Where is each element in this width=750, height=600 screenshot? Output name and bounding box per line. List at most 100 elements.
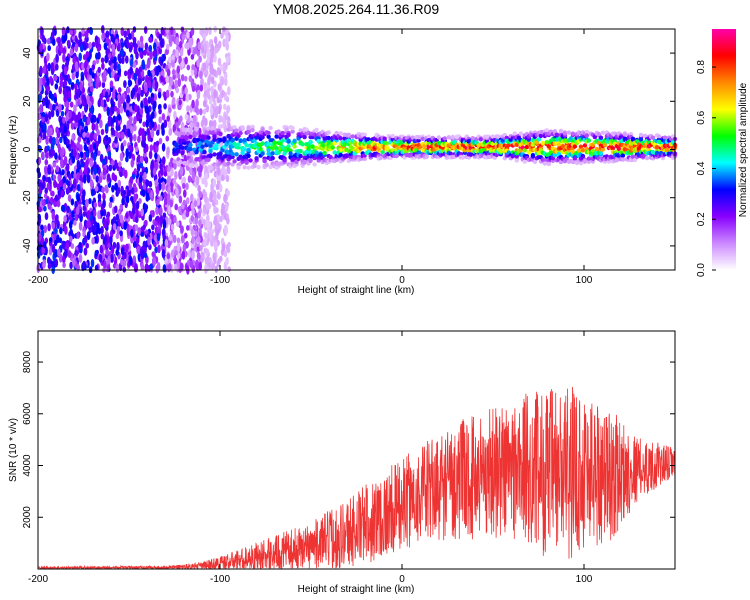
spectrogram-ridge-cell xyxy=(210,126,215,131)
spectrogram-ridge-cell xyxy=(172,159,177,164)
spectrogram-noise-cell xyxy=(69,48,74,56)
spectrogram-noise-cell xyxy=(176,237,181,244)
spectrogram-noise-cell xyxy=(193,67,198,76)
spectrogram-ridge-cell xyxy=(244,143,249,148)
spectrogram-noise-cell xyxy=(160,167,164,176)
spectrogram-noise-cell xyxy=(151,224,155,231)
spectrogram-noise-cell xyxy=(135,146,139,152)
spectrogram-xlabel: Height of straight line (km) xyxy=(298,285,415,296)
spectrogram-noise-cell xyxy=(212,178,217,188)
spectrogram-noise-cell xyxy=(47,62,51,72)
spectrogram-noise-cell xyxy=(191,250,195,260)
spectrogram-noise-cell xyxy=(111,159,115,166)
spectrogram-noise-cell xyxy=(149,50,153,60)
spectrogram-noise-cell xyxy=(76,172,80,180)
spectrogram-noise-cell xyxy=(155,140,160,147)
spectrogram-ridge-cell xyxy=(268,125,273,131)
spectrogram-noise-cell xyxy=(63,135,67,145)
spectrogram-noise-cell xyxy=(93,167,98,175)
spectrogram-noise-cell xyxy=(168,234,173,242)
spectrogram-ridge-cell xyxy=(188,142,193,148)
spectrogram-noise-cell xyxy=(117,113,121,121)
spectrogram-noise-cell xyxy=(48,149,53,158)
spectrogram-noise-cell xyxy=(76,184,81,192)
spectrogram-noise-cell xyxy=(152,50,157,58)
spectrogram-noise-cell xyxy=(41,199,46,207)
spectrogram-noise-cell xyxy=(97,66,102,73)
spectrogram-noise-cell xyxy=(97,193,102,200)
spectrogram-ridge-cell xyxy=(562,131,568,136)
spectrogram-noise-cell xyxy=(111,90,116,100)
spectrogram-noise-cell xyxy=(92,210,97,217)
spectrogram-ridge-cell xyxy=(592,134,598,140)
spectrogram-noise-cell xyxy=(210,76,215,85)
spectrogram-noise-cell xyxy=(180,225,184,234)
spectrogram-noise-cell xyxy=(134,263,138,273)
spectrogram-noise-cell xyxy=(129,67,133,75)
spectrogram-ridge-cell xyxy=(552,129,558,134)
spectrogram-noise-cell xyxy=(130,195,134,202)
spectrogram-noise-cell xyxy=(161,142,166,152)
spectrogram-noise-cell xyxy=(141,128,145,137)
spectrogram-noise-cell xyxy=(74,83,78,91)
spectrogram-ridge-cell xyxy=(522,159,527,164)
spectrogram-noise-cell xyxy=(128,32,132,41)
spectrogram-ridge-cell xyxy=(208,154,213,159)
spectrogram-noise-cell xyxy=(85,242,89,249)
spectrogram-noise-cell xyxy=(80,158,84,165)
spectrogram-noise-cell xyxy=(41,151,45,160)
spectrogram-noise-cell xyxy=(62,117,66,124)
spectrogram-noise-cell xyxy=(206,49,211,58)
spectrogram-noise-cell xyxy=(71,72,76,80)
spectrogram-noise-cell xyxy=(71,133,75,142)
spectrogram-noise-cell xyxy=(37,232,42,242)
spectrogram-noise-cell xyxy=(207,76,211,86)
spectrogram-ridge-cell xyxy=(218,131,223,137)
spectrogram-noise-cell xyxy=(169,199,174,208)
spectrogram-noise-cell xyxy=(81,94,86,101)
x-tick-label: 100 xyxy=(576,275,593,286)
spectrogram-noise-cell xyxy=(62,262,66,268)
spectrogram-noise-cell xyxy=(135,216,139,223)
spectrogram-noise-cell xyxy=(165,75,169,84)
spectrogram-noise-cell xyxy=(175,87,179,94)
spectrogram-noise-cell xyxy=(202,100,207,108)
spectrogram-ridge-cell xyxy=(578,160,584,166)
spectrogram-noise-cell xyxy=(66,180,71,187)
spectrogram-noise-cell xyxy=(44,187,48,195)
spectrogram-noise-cell xyxy=(138,128,142,137)
spectrogram-ridge-cell xyxy=(180,135,185,140)
spectrogram-noise-cell xyxy=(122,259,127,267)
spectrogram-ridge-cell xyxy=(262,158,267,163)
spectrogram-ridge-cell xyxy=(572,144,578,149)
spectrogram-noise-cell xyxy=(140,263,145,271)
spectrogram-ridge-cell xyxy=(188,134,193,139)
spectrogram-noise-cell xyxy=(209,107,214,116)
spectrogram-noise-cell xyxy=(134,103,138,113)
spectrogram-ridge-cell xyxy=(286,132,291,138)
spectrogram-noise-cell xyxy=(68,220,73,230)
spectrogram-noise-cell xyxy=(127,73,132,80)
spectrogram-noise-cell xyxy=(213,90,217,99)
spectrogram-noise-cell xyxy=(67,90,72,100)
y-tick-label: 0 xyxy=(22,146,33,152)
spectrogram-noise-cell xyxy=(225,244,230,252)
spectrogram-ridge-cell xyxy=(598,135,604,140)
spectrogram-noise-cell xyxy=(143,205,148,213)
spectrogram-noise-cell xyxy=(185,211,190,218)
spectrogram-noise-cell xyxy=(167,166,171,172)
spectrogram-noise-cell xyxy=(112,241,117,249)
spectrogram-noise-cell xyxy=(116,187,121,195)
spectrogram-noise-cell xyxy=(141,59,145,69)
spectrogram-ridge-cell xyxy=(338,131,343,136)
spectrogram-noise-cell xyxy=(206,89,210,99)
spectrogram-noise-cell xyxy=(104,91,109,99)
spectrogram-noise-cell xyxy=(224,203,229,212)
spectrogram-noise-cell xyxy=(205,255,210,263)
spectrogram-noise-cell xyxy=(151,121,155,128)
spectrogram-ridge-cell xyxy=(542,161,548,166)
spectrogram-noise-cell xyxy=(47,164,51,173)
spectrogram-noise-cell xyxy=(168,36,173,45)
spectrogram-ridge-cell xyxy=(236,142,241,147)
spectrogram-noise-cell xyxy=(154,179,159,187)
